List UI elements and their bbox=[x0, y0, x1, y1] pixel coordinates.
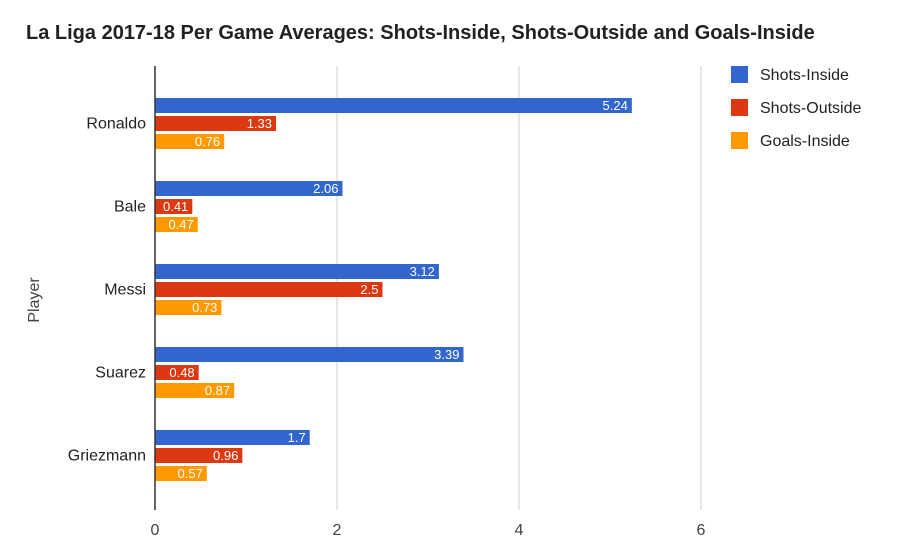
bar-goals-inside[interactable] bbox=[155, 300, 222, 315]
bar-shots-outside[interactable] bbox=[155, 282, 383, 297]
legend-swatch bbox=[731, 132, 748, 149]
bar-shots-outside[interactable] bbox=[155, 448, 243, 463]
bar-goals-inside[interactable] bbox=[155, 134, 225, 149]
category-label: Bale bbox=[114, 199, 146, 216]
bar-goals-inside[interactable] bbox=[155, 383, 235, 398]
data-label: 3.12 bbox=[410, 264, 435, 279]
bar-shots-inside[interactable] bbox=[155, 430, 310, 445]
bar-shots-outside[interactable] bbox=[155, 199, 193, 214]
chart-title: La Liga 2017-18 Per Game Averages: Shots… bbox=[26, 22, 815, 44]
data-label: 5.24 bbox=[603, 98, 628, 113]
bar-shots-inside[interactable] bbox=[155, 264, 439, 279]
bar-shots-inside[interactable] bbox=[155, 347, 464, 362]
legend-swatch bbox=[731, 66, 748, 83]
category-label: Ronaldo bbox=[86, 116, 146, 133]
legend-label[interactable]: Goals-Inside bbox=[760, 133, 850, 150]
data-label: 0.41 bbox=[163, 199, 188, 214]
legend[interactable]: Shots-Inside Shots-Outside Goals-Inside bbox=[731, 66, 861, 150]
data-label: 0.87 bbox=[205, 383, 230, 398]
x-tick-label: 2 bbox=[333, 522, 342, 539]
data-labels: 5.24 1.33 0.76 2.06 0.41 0.47 3.12 2.5 0.73 3.39 0… bbox=[163, 98, 628, 481]
legend-label[interactable]: Shots-Outside bbox=[760, 100, 861, 117]
data-label: 0.48 bbox=[169, 365, 194, 380]
data-label: 0.96 bbox=[213, 448, 238, 463]
category-label: Suarez bbox=[95, 365, 146, 382]
x-tick-label: 6 bbox=[697, 522, 706, 539]
bar-goals-inside[interactable] bbox=[155, 217, 198, 232]
data-label: 0.47 bbox=[168, 217, 193, 232]
category-label: Messi bbox=[104, 282, 146, 299]
legend-label[interactable]: Shots-Inside bbox=[760, 67, 849, 84]
data-label: 2.06 bbox=[313, 181, 338, 196]
x-tick-label: 0 bbox=[151, 522, 160, 539]
data-label: 0.57 bbox=[178, 466, 203, 481]
data-label: 0.76 bbox=[195, 134, 220, 149]
bars bbox=[155, 98, 632, 481]
y-axis-title: Player bbox=[26, 277, 43, 323]
category-label: Griezmann bbox=[68, 448, 146, 465]
bar-shots-inside[interactable] bbox=[155, 181, 343, 196]
data-label: 3.39 bbox=[434, 347, 459, 362]
bar-shots-outside[interactable] bbox=[155, 116, 277, 131]
axes: 0 2 4 6 Ronaldo Bale Messi Suarez Griezmann Playe… bbox=[26, 66, 706, 539]
data-label: 2.5 bbox=[360, 282, 378, 297]
bar-shots-inside[interactable] bbox=[155, 98, 632, 113]
grid-lines bbox=[336, 66, 702, 510]
bar-shots-outside[interactable] bbox=[155, 365, 199, 380]
data-label: 1.7 bbox=[288, 430, 306, 445]
bar-goals-inside[interactable] bbox=[155, 466, 207, 481]
x-tick-label: 4 bbox=[515, 522, 524, 539]
data-label: 0.73 bbox=[192, 300, 217, 315]
data-label: 1.33 bbox=[247, 116, 272, 131]
legend-swatch bbox=[731, 99, 748, 116]
